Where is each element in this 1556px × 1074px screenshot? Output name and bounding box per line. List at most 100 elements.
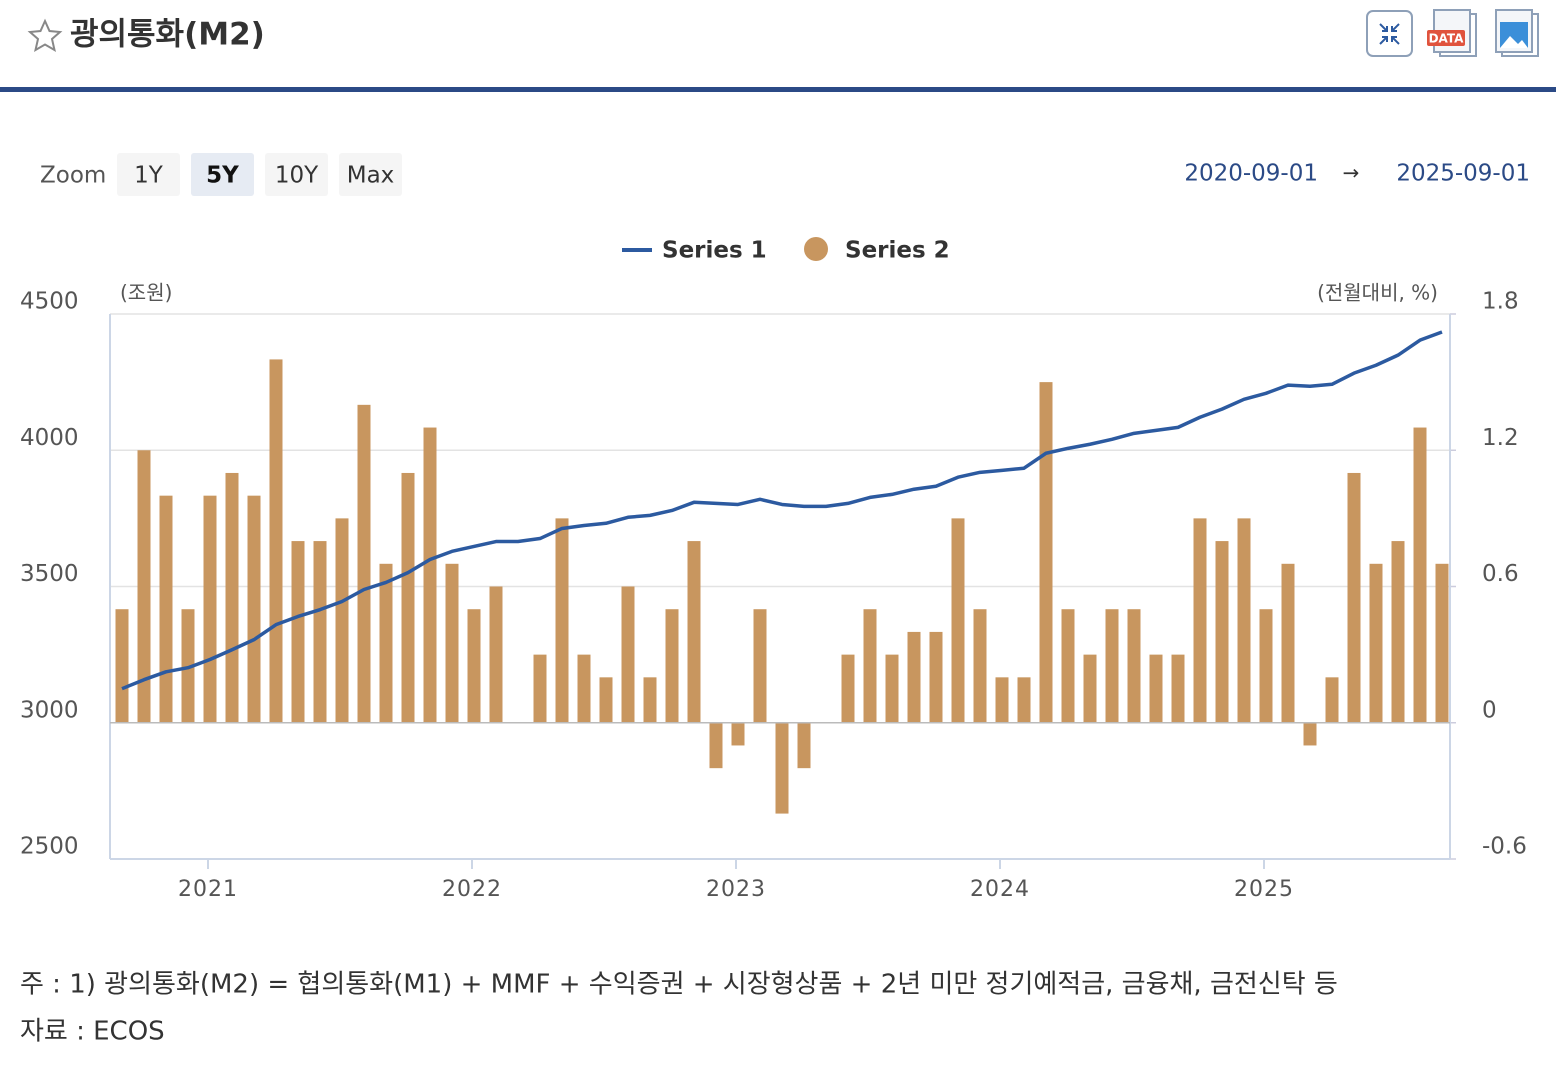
- legend-label: Series 1: [662, 238, 767, 264]
- range-end[interactable]: 2025-09-01: [1396, 161, 1530, 187]
- bar: [797, 722, 811, 769]
- legend-item[interactable]: Series 2: [804, 237, 950, 264]
- zoom-button-label: Max: [347, 163, 395, 189]
- bar: [115, 609, 129, 723]
- x-tick-label: 2021: [178, 877, 238, 902]
- zoom-button[interactable]: 5Y: [191, 153, 254, 196]
- bar: [1105, 609, 1119, 723]
- zoom-button-bg: [117, 153, 180, 196]
- bar: [335, 518, 349, 723]
- y2-tick-label: 1.8: [1482, 289, 1519, 315]
- zoom-button[interactable]: Max: [339, 153, 402, 196]
- zoom-button[interactable]: 1Y: [117, 153, 180, 196]
- bar: [1083, 654, 1097, 723]
- bar: [247, 495, 261, 723]
- zoom-button-label: 10Y: [275, 163, 319, 189]
- zoom-button-bg: [191, 153, 254, 196]
- zoom-label: Zoom: [40, 163, 106, 189]
- bar: [775, 722, 789, 814]
- header-rule: [0, 87, 1556, 92]
- y-tick-label: 4500: [20, 289, 79, 315]
- x-tick-label: 2024: [970, 877, 1030, 902]
- source-note: 자료 : ECOS: [20, 1017, 165, 1047]
- bar: [1127, 609, 1141, 723]
- bar: [401, 472, 415, 723]
- favorite-star[interactable]: [27, 18, 63, 53]
- range-start[interactable]: 2020-09-01: [1184, 161, 1318, 187]
- bar: [489, 586, 503, 723]
- bar: [1325, 677, 1339, 723]
- bar: [1061, 609, 1075, 723]
- bar: [1171, 654, 1185, 723]
- image-download-button[interactable]: [1495, 9, 1539, 57]
- bar: [1303, 722, 1317, 746]
- y-tick-label: 3500: [20, 561, 79, 587]
- bar: [1017, 677, 1031, 723]
- bar: [1237, 518, 1251, 723]
- bar: [863, 609, 877, 723]
- bar: [225, 472, 239, 723]
- legend-item[interactable]: Series 1: [622, 238, 767, 264]
- data-download-button[interactable]: DATA: [1427, 9, 1477, 57]
- bar: [1369, 563, 1383, 723]
- bar: [951, 518, 965, 723]
- bar: [687, 541, 701, 723]
- button-frame: [1366, 10, 1413, 57]
- bar: [1149, 654, 1163, 723]
- bar: [445, 563, 459, 723]
- bar: [1039, 382, 1053, 723]
- bar: [137, 450, 151, 723]
- zoom-button-label: 1Y: [134, 163, 164, 189]
- y2-tick-label: -0.6: [1482, 834, 1527, 860]
- bar: [665, 609, 679, 723]
- data-badge-label: DATA: [1429, 32, 1465, 46]
- y-tick-label: 4000: [20, 425, 79, 451]
- bar: [159, 495, 173, 723]
- bar: [203, 495, 217, 723]
- bar: [1435, 563, 1449, 723]
- y-unit-label: (조원): [120, 281, 172, 305]
- image-mountain: [1500, 36, 1528, 48]
- bar: [1347, 472, 1361, 723]
- bar: [753, 609, 767, 723]
- range-arrow: →: [1343, 161, 1360, 185]
- zoom-button[interactable]: 10Y: [265, 153, 328, 196]
- bar: [1193, 518, 1207, 723]
- x-tick-label: 2022: [442, 877, 502, 902]
- bar: [379, 563, 393, 723]
- bar: [313, 541, 327, 723]
- x-tick-label: 2025: [1234, 877, 1294, 902]
- bar: [1281, 563, 1295, 723]
- data-badge: [1427, 30, 1465, 46]
- bar: [1215, 541, 1229, 723]
- bar: [643, 677, 657, 723]
- y2-tick-label: 0: [1482, 697, 1497, 723]
- bar: [621, 586, 635, 723]
- legend-swatch: [804, 237, 828, 261]
- bar: [291, 541, 305, 723]
- bar: [731, 722, 745, 746]
- bar: [599, 677, 613, 723]
- bar: [1391, 541, 1405, 723]
- zoom-button-bg: [339, 153, 402, 196]
- bar: [533, 654, 547, 723]
- bar: [467, 609, 481, 723]
- bar: [929, 631, 943, 723]
- bar: [357, 404, 371, 723]
- bar: [555, 518, 569, 723]
- bar: [1413, 427, 1427, 723]
- line-series: [121, 330, 1443, 691]
- bar: [577, 654, 591, 723]
- y-tick-label: 3000: [20, 697, 79, 723]
- y2-tick-label: 0.6: [1482, 561, 1519, 587]
- bar: [1259, 609, 1273, 723]
- page-title: 광의통화(M2): [70, 17, 265, 53]
- zoom-button-label: 5Y: [206, 163, 239, 189]
- collapse-icon: [1379, 23, 1400, 45]
- bar: [995, 677, 1009, 723]
- y2-tick-label: 1.2: [1482, 425, 1519, 451]
- collapse-button[interactable]: [1366, 10, 1413, 57]
- zoom-button-bg: [265, 153, 328, 196]
- bar: [841, 654, 855, 723]
